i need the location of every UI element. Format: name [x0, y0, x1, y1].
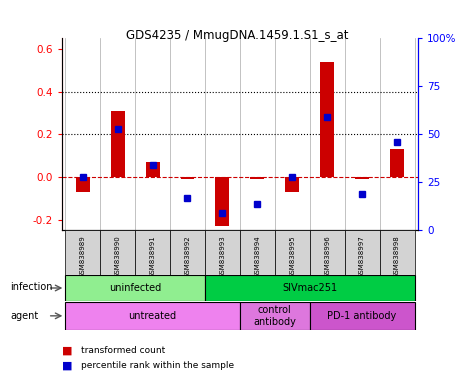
Bar: [285, 177, 299, 192]
Text: GSM838998: GSM838998: [394, 236, 400, 278]
Bar: [320, 62, 334, 177]
FancyBboxPatch shape: [170, 230, 205, 275]
FancyBboxPatch shape: [275, 230, 310, 275]
Text: GSM838989: GSM838989: [80, 236, 86, 278]
FancyBboxPatch shape: [65, 275, 205, 301]
Text: SIVmac251: SIVmac251: [282, 283, 337, 293]
Text: GSM838994: GSM838994: [254, 236, 260, 278]
Text: GSM838992: GSM838992: [184, 236, 190, 278]
FancyBboxPatch shape: [310, 302, 415, 329]
Text: control
antibody: control antibody: [253, 305, 296, 327]
Text: GSM838995: GSM838995: [289, 236, 295, 278]
FancyBboxPatch shape: [135, 230, 170, 275]
Text: GSM838997: GSM838997: [359, 236, 365, 278]
FancyBboxPatch shape: [240, 230, 275, 275]
FancyBboxPatch shape: [205, 275, 415, 301]
Bar: [216, 177, 229, 226]
Text: percentile rank within the sample: percentile rank within the sample: [81, 361, 234, 370]
FancyBboxPatch shape: [65, 230, 100, 275]
Text: GSM838993: GSM838993: [219, 236, 226, 278]
Text: GSM838990: GSM838990: [114, 236, 121, 278]
Bar: [355, 177, 369, 179]
Bar: [250, 177, 264, 179]
Bar: [180, 177, 194, 179]
Text: transformed count: transformed count: [81, 346, 165, 355]
Bar: [76, 177, 90, 192]
FancyBboxPatch shape: [240, 302, 310, 329]
FancyBboxPatch shape: [100, 230, 135, 275]
Text: GSM838991: GSM838991: [150, 236, 155, 278]
Text: GDS4235 / MmugDNA.1459.1.S1_s_at: GDS4235 / MmugDNA.1459.1.S1_s_at: [126, 29, 349, 42]
FancyBboxPatch shape: [380, 230, 415, 275]
FancyBboxPatch shape: [205, 230, 240, 275]
FancyBboxPatch shape: [310, 230, 345, 275]
Text: ■: ■: [62, 361, 72, 371]
Text: PD-1 antibody: PD-1 antibody: [327, 311, 397, 321]
Text: infection: infection: [10, 282, 53, 292]
Text: agent: agent: [10, 311, 38, 321]
Bar: [111, 111, 124, 177]
Text: untreated: untreated: [129, 311, 177, 321]
FancyBboxPatch shape: [65, 302, 240, 329]
Text: ■: ■: [62, 345, 72, 355]
Text: GSM838996: GSM838996: [324, 236, 330, 278]
Text: uninfected: uninfected: [109, 283, 161, 293]
FancyBboxPatch shape: [345, 230, 380, 275]
Bar: [390, 149, 404, 177]
Bar: [145, 162, 160, 177]
